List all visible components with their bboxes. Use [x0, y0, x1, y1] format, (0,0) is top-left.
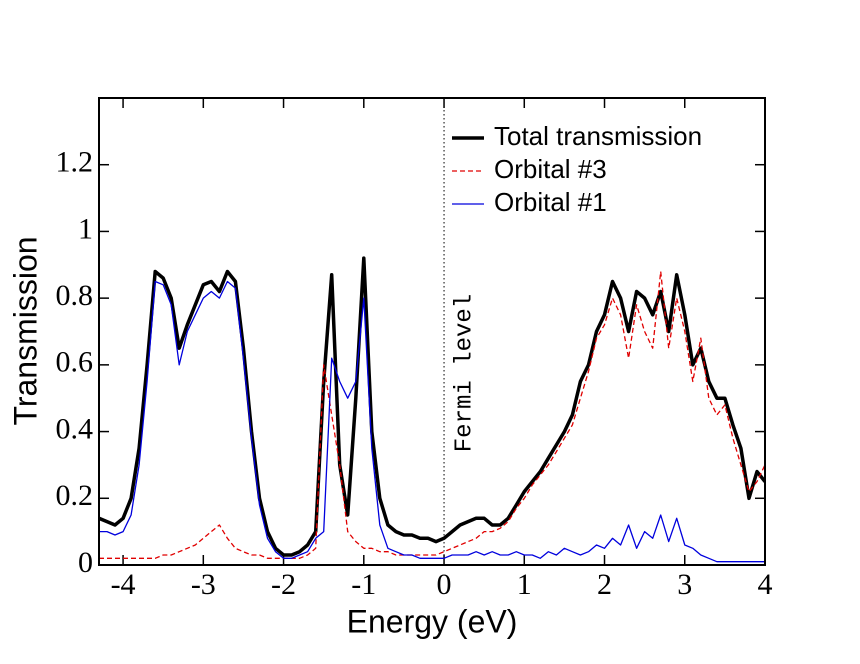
x-tick-label: -3 — [191, 568, 216, 601]
x-tick-label: -1 — [351, 568, 376, 601]
legend-label: Total transmission — [494, 121, 702, 151]
x-tick-label: 2 — [597, 568, 612, 601]
series-line — [99, 280, 765, 563]
y-tick-label: 0.2 — [56, 479, 94, 512]
y-tick-label: 1 — [78, 212, 93, 245]
plot-frame — [98, 97, 766, 566]
legend-label: Orbital #3 — [494, 154, 607, 184]
x-axis-label: Energy (eV) — [347, 603, 518, 639]
y-tick-label: 0.6 — [56, 346, 94, 379]
x-tick-label: -2 — [271, 568, 296, 601]
series-line — [99, 270, 765, 559]
annotation: Fermi level — [451, 294, 478, 452]
y-axis-label: Transmission — [7, 236, 43, 425]
series-line — [99, 256, 765, 557]
y-tick-label: 0.8 — [56, 279, 94, 312]
legend-label: Orbital #1 — [494, 187, 607, 217]
x-tick-label: 3 — [677, 568, 692, 601]
x-tick-label: 1 — [517, 568, 532, 601]
y-tick-label: 0.4 — [56, 412, 94, 445]
x-tick-label: -4 — [111, 568, 136, 601]
x-tick-label: 4 — [758, 568, 773, 601]
y-tick-label: 1.2 — [56, 146, 94, 179]
y-tick-label: 0 — [78, 546, 93, 579]
x-tick-label: 0 — [437, 568, 452, 601]
